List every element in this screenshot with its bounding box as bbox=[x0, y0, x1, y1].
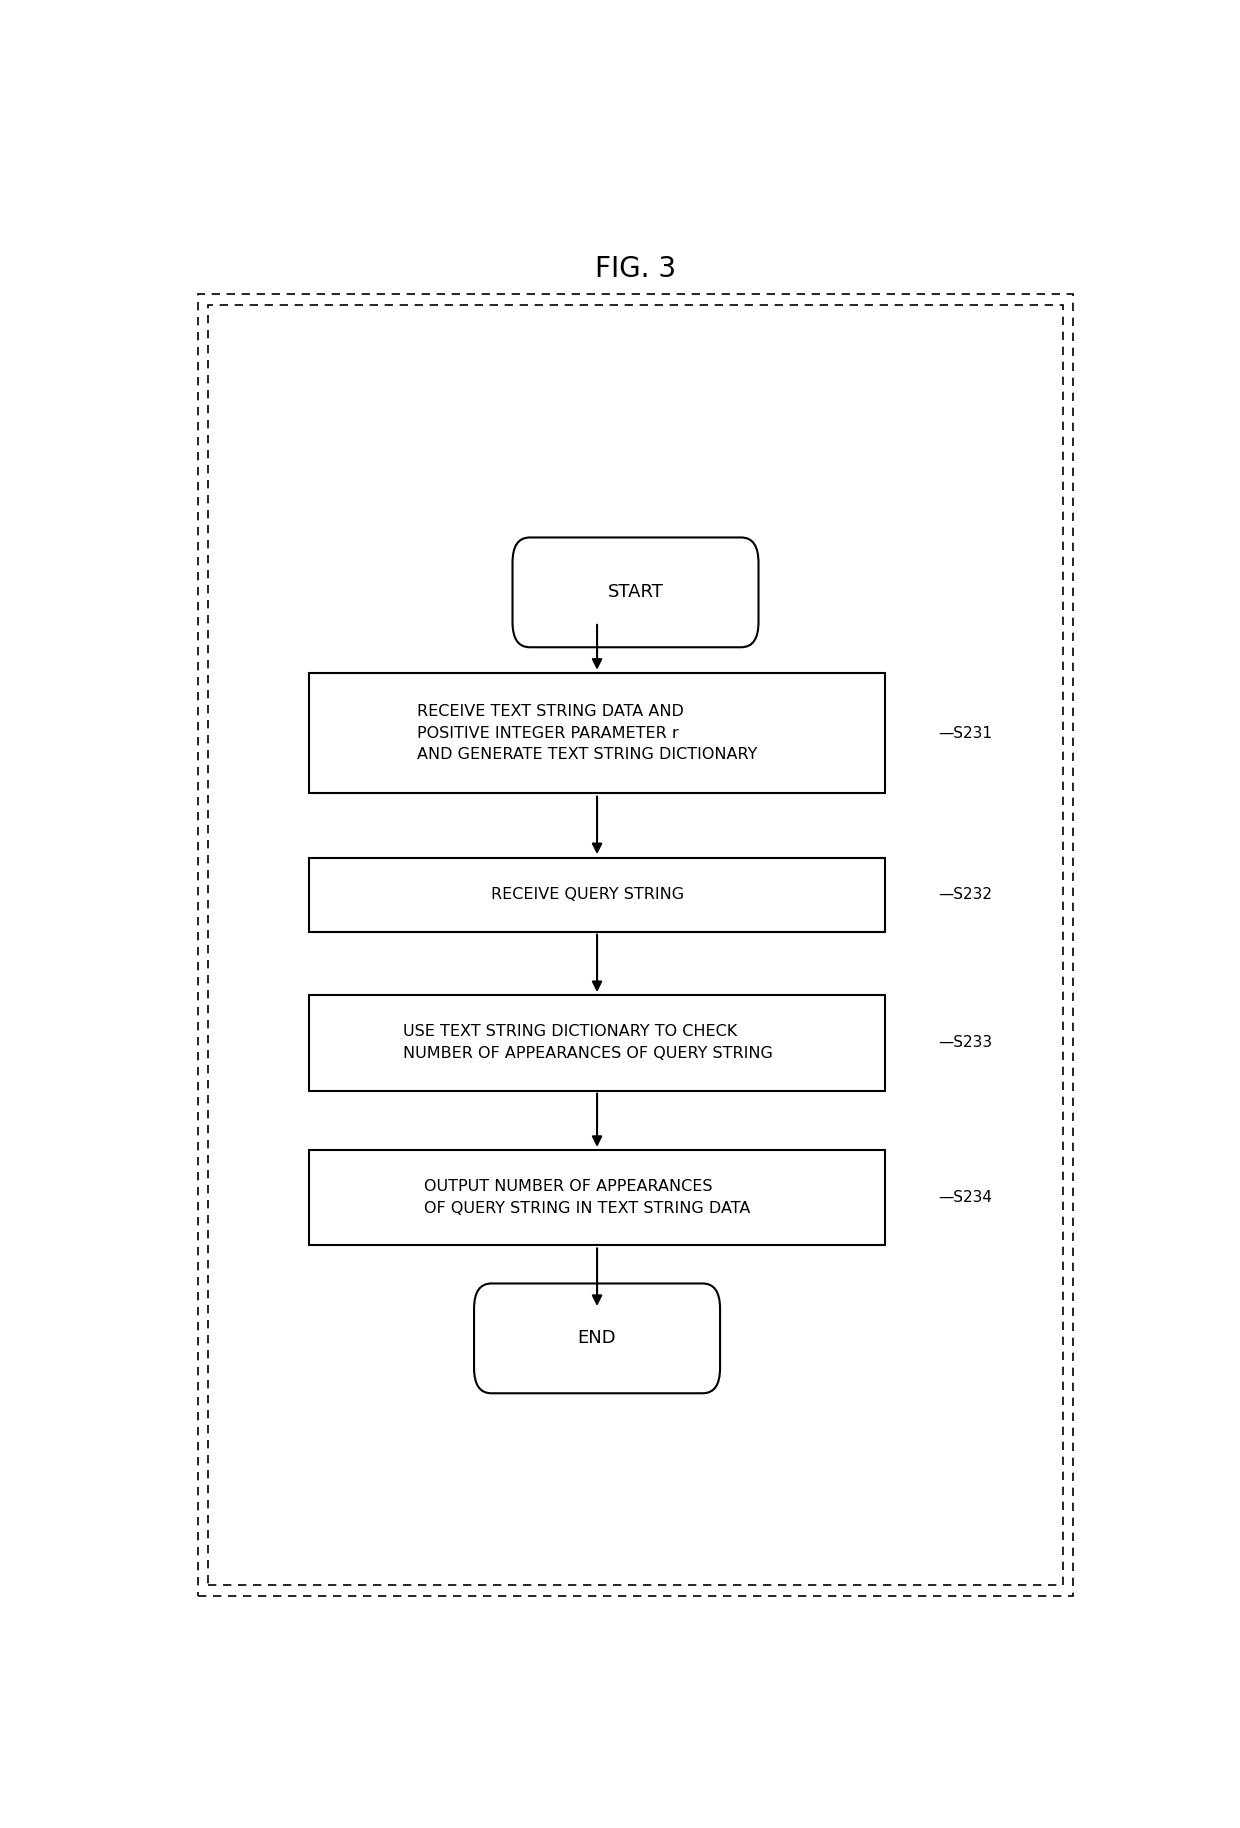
Text: USE TEXT STRING DICTIONARY TO CHECK
NUMBER OF APPEARANCES OF QUERY STRING: USE TEXT STRING DICTIONARY TO CHECK NUMB… bbox=[403, 1024, 773, 1060]
Text: RECEIVE QUERY STRING: RECEIVE QUERY STRING bbox=[491, 887, 684, 903]
Text: OUTPUT NUMBER OF APPEARANCES
OF QUERY STRING IN TEXT STRING DATA: OUTPUT NUMBER OF APPEARANCES OF QUERY ST… bbox=[424, 1179, 750, 1216]
Bar bbox=[309, 673, 885, 793]
Bar bbox=[309, 1150, 885, 1245]
FancyBboxPatch shape bbox=[474, 1283, 720, 1393]
Text: RECEIVE TEXT STRING DATA AND
POSITIVE INTEGER PARAMETER r
AND GENERATE TEXT STRI: RECEIVE TEXT STRING DATA AND POSITIVE IN… bbox=[418, 704, 758, 762]
FancyBboxPatch shape bbox=[512, 537, 759, 647]
Text: END: END bbox=[578, 1329, 616, 1347]
Text: —S233: —S233 bbox=[939, 1035, 992, 1051]
Text: —S234: —S234 bbox=[939, 1190, 992, 1205]
Bar bbox=[309, 859, 885, 932]
Bar bbox=[208, 305, 1063, 1585]
Bar bbox=[309, 994, 885, 1091]
Text: —S232: —S232 bbox=[939, 887, 992, 903]
Text: FIG. 3: FIG. 3 bbox=[595, 254, 676, 283]
Text: START: START bbox=[608, 583, 663, 601]
Text: —S231: —S231 bbox=[939, 726, 992, 740]
